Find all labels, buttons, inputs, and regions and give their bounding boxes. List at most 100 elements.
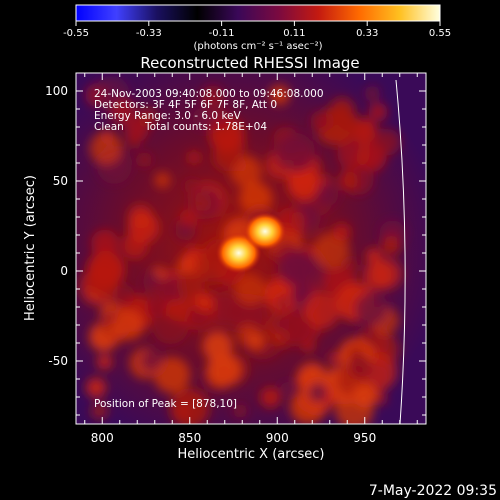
x-axis: 800 850 900 950 <box>84 73 418 445</box>
info-energy-range: Energy Range: 3.0 - 6.0 keV <box>94 110 242 122</box>
emission-patch <box>328 351 342 365</box>
emission-patch <box>364 85 381 102</box>
image-area <box>76 73 426 424</box>
emission-patch <box>355 292 388 326</box>
x-tick-label: 800 <box>91 431 114 445</box>
emission-patch <box>176 257 195 276</box>
emission-patch <box>381 235 401 256</box>
emission-patch <box>209 108 230 129</box>
emission-patch <box>313 232 350 269</box>
emission-patch <box>332 223 351 242</box>
emission-texture <box>79 75 406 424</box>
info-total-counts: Total counts: 1.78E+04 <box>144 121 267 133</box>
x-tick-label: 900 <box>266 431 289 445</box>
emission-patch <box>194 292 214 312</box>
emission-patch <box>179 209 198 227</box>
colorbar-tick-label: 0.55 <box>429 28 451 39</box>
emission-patch <box>308 383 328 403</box>
emission-patch <box>166 296 192 322</box>
emission-patch <box>247 332 265 351</box>
colorbar-tick-label: -0.55 <box>63 28 89 39</box>
colorbar-tick-label: 0.11 <box>283 28 305 39</box>
emission-patch <box>136 152 153 168</box>
y-axis-label: Heliocentric Y (arcsec) <box>23 175 38 321</box>
emission-patch <box>337 170 359 191</box>
emission-patch <box>302 292 340 329</box>
emission-patch <box>140 350 163 372</box>
emission-patch <box>193 194 212 213</box>
y-axis: -50 0 50 100 <box>45 72 426 416</box>
emission-patch <box>147 280 176 309</box>
emission-patch <box>264 277 300 312</box>
colorbar-ticks <box>75 21 441 26</box>
bright-sources <box>215 212 287 274</box>
emission-patch <box>176 404 190 418</box>
emission-patch <box>202 331 233 362</box>
emission-patch <box>192 107 215 130</box>
emission-patch <box>234 273 267 306</box>
emission-patch <box>314 183 339 207</box>
emission-patch <box>278 311 314 347</box>
emission-patch <box>351 118 378 144</box>
emission-patch <box>275 132 315 173</box>
info-detectors: Detectors: 3F 4F 5F 6F 7F 8F, Att 0 <box>94 99 277 111</box>
y-tick-label: -50 <box>48 354 68 368</box>
bright-source <box>243 212 287 251</box>
emission-patch <box>374 128 401 156</box>
timestamp: 7-May-2022 09:35 <box>369 483 497 499</box>
emission-patch <box>233 403 248 419</box>
colorbar <box>75 4 441 22</box>
info-clean-label: Clean <box>94 121 124 133</box>
emission-patch <box>176 271 205 300</box>
info-time-range: 24-Nov-2003 09:40:08.000 to 09:46:08.000 <box>94 88 324 100</box>
chart-title: Reconstructed RHESSI Image <box>140 54 359 72</box>
emission-patch <box>90 401 109 420</box>
colorbar-tick-label: -0.11 <box>209 28 235 39</box>
emission-patch <box>85 377 107 398</box>
emission-patch <box>187 151 201 165</box>
emission-patch <box>269 84 290 106</box>
colorbar-tick-labels: -0.55 -0.33 -0.11 0.11 0.33 0.55 <box>63 28 451 39</box>
colorbar-tick-label: -0.33 <box>136 28 162 39</box>
emission-patch <box>239 181 273 215</box>
emission-patch <box>87 250 126 289</box>
emission-patch <box>111 284 136 308</box>
emission-patch <box>278 250 315 287</box>
x-tick-label: 850 <box>178 431 201 445</box>
emission-patch <box>345 259 358 272</box>
emission-patch <box>329 97 355 122</box>
solar-limb <box>395 79 406 424</box>
emission-patch <box>184 178 199 193</box>
emission-patch <box>287 168 320 201</box>
emission-patch <box>280 381 294 395</box>
emission-patch <box>89 131 123 165</box>
y-tick-label: 0 <box>60 264 68 278</box>
emission-patch <box>153 356 191 394</box>
emission-patch <box>96 354 113 370</box>
emission-patch <box>109 98 136 125</box>
colorbar-units: (photons cm⁻² s⁻¹ asec⁻²) <box>193 41 322 52</box>
emission-patch <box>154 172 171 189</box>
emission-patch <box>368 102 388 122</box>
y-tick-label: 50 <box>53 174 68 188</box>
peak-position: Position of Peak = [878,10] <box>94 398 237 410</box>
emission-patch <box>352 382 378 408</box>
emission-patch <box>201 85 225 109</box>
colorbar-tick-label: 0.33 <box>356 28 378 39</box>
emission-patch <box>362 261 393 291</box>
emission-patch <box>127 204 153 229</box>
emission-patch <box>365 248 382 264</box>
emission-patch <box>337 137 370 170</box>
x-axis-label: Heliocentric X (arcsec) <box>178 447 325 462</box>
emission-patch <box>310 111 331 132</box>
x-tick-label: 950 <box>353 431 376 445</box>
emission-patch <box>124 118 149 143</box>
emission-patch <box>206 353 241 388</box>
emission-patch <box>276 296 290 310</box>
y-tick-label: 100 <box>45 84 68 98</box>
emission-patch <box>260 387 281 408</box>
plot-frame <box>75 72 427 425</box>
emission-patch <box>91 229 119 258</box>
emission-patch <box>290 286 307 304</box>
